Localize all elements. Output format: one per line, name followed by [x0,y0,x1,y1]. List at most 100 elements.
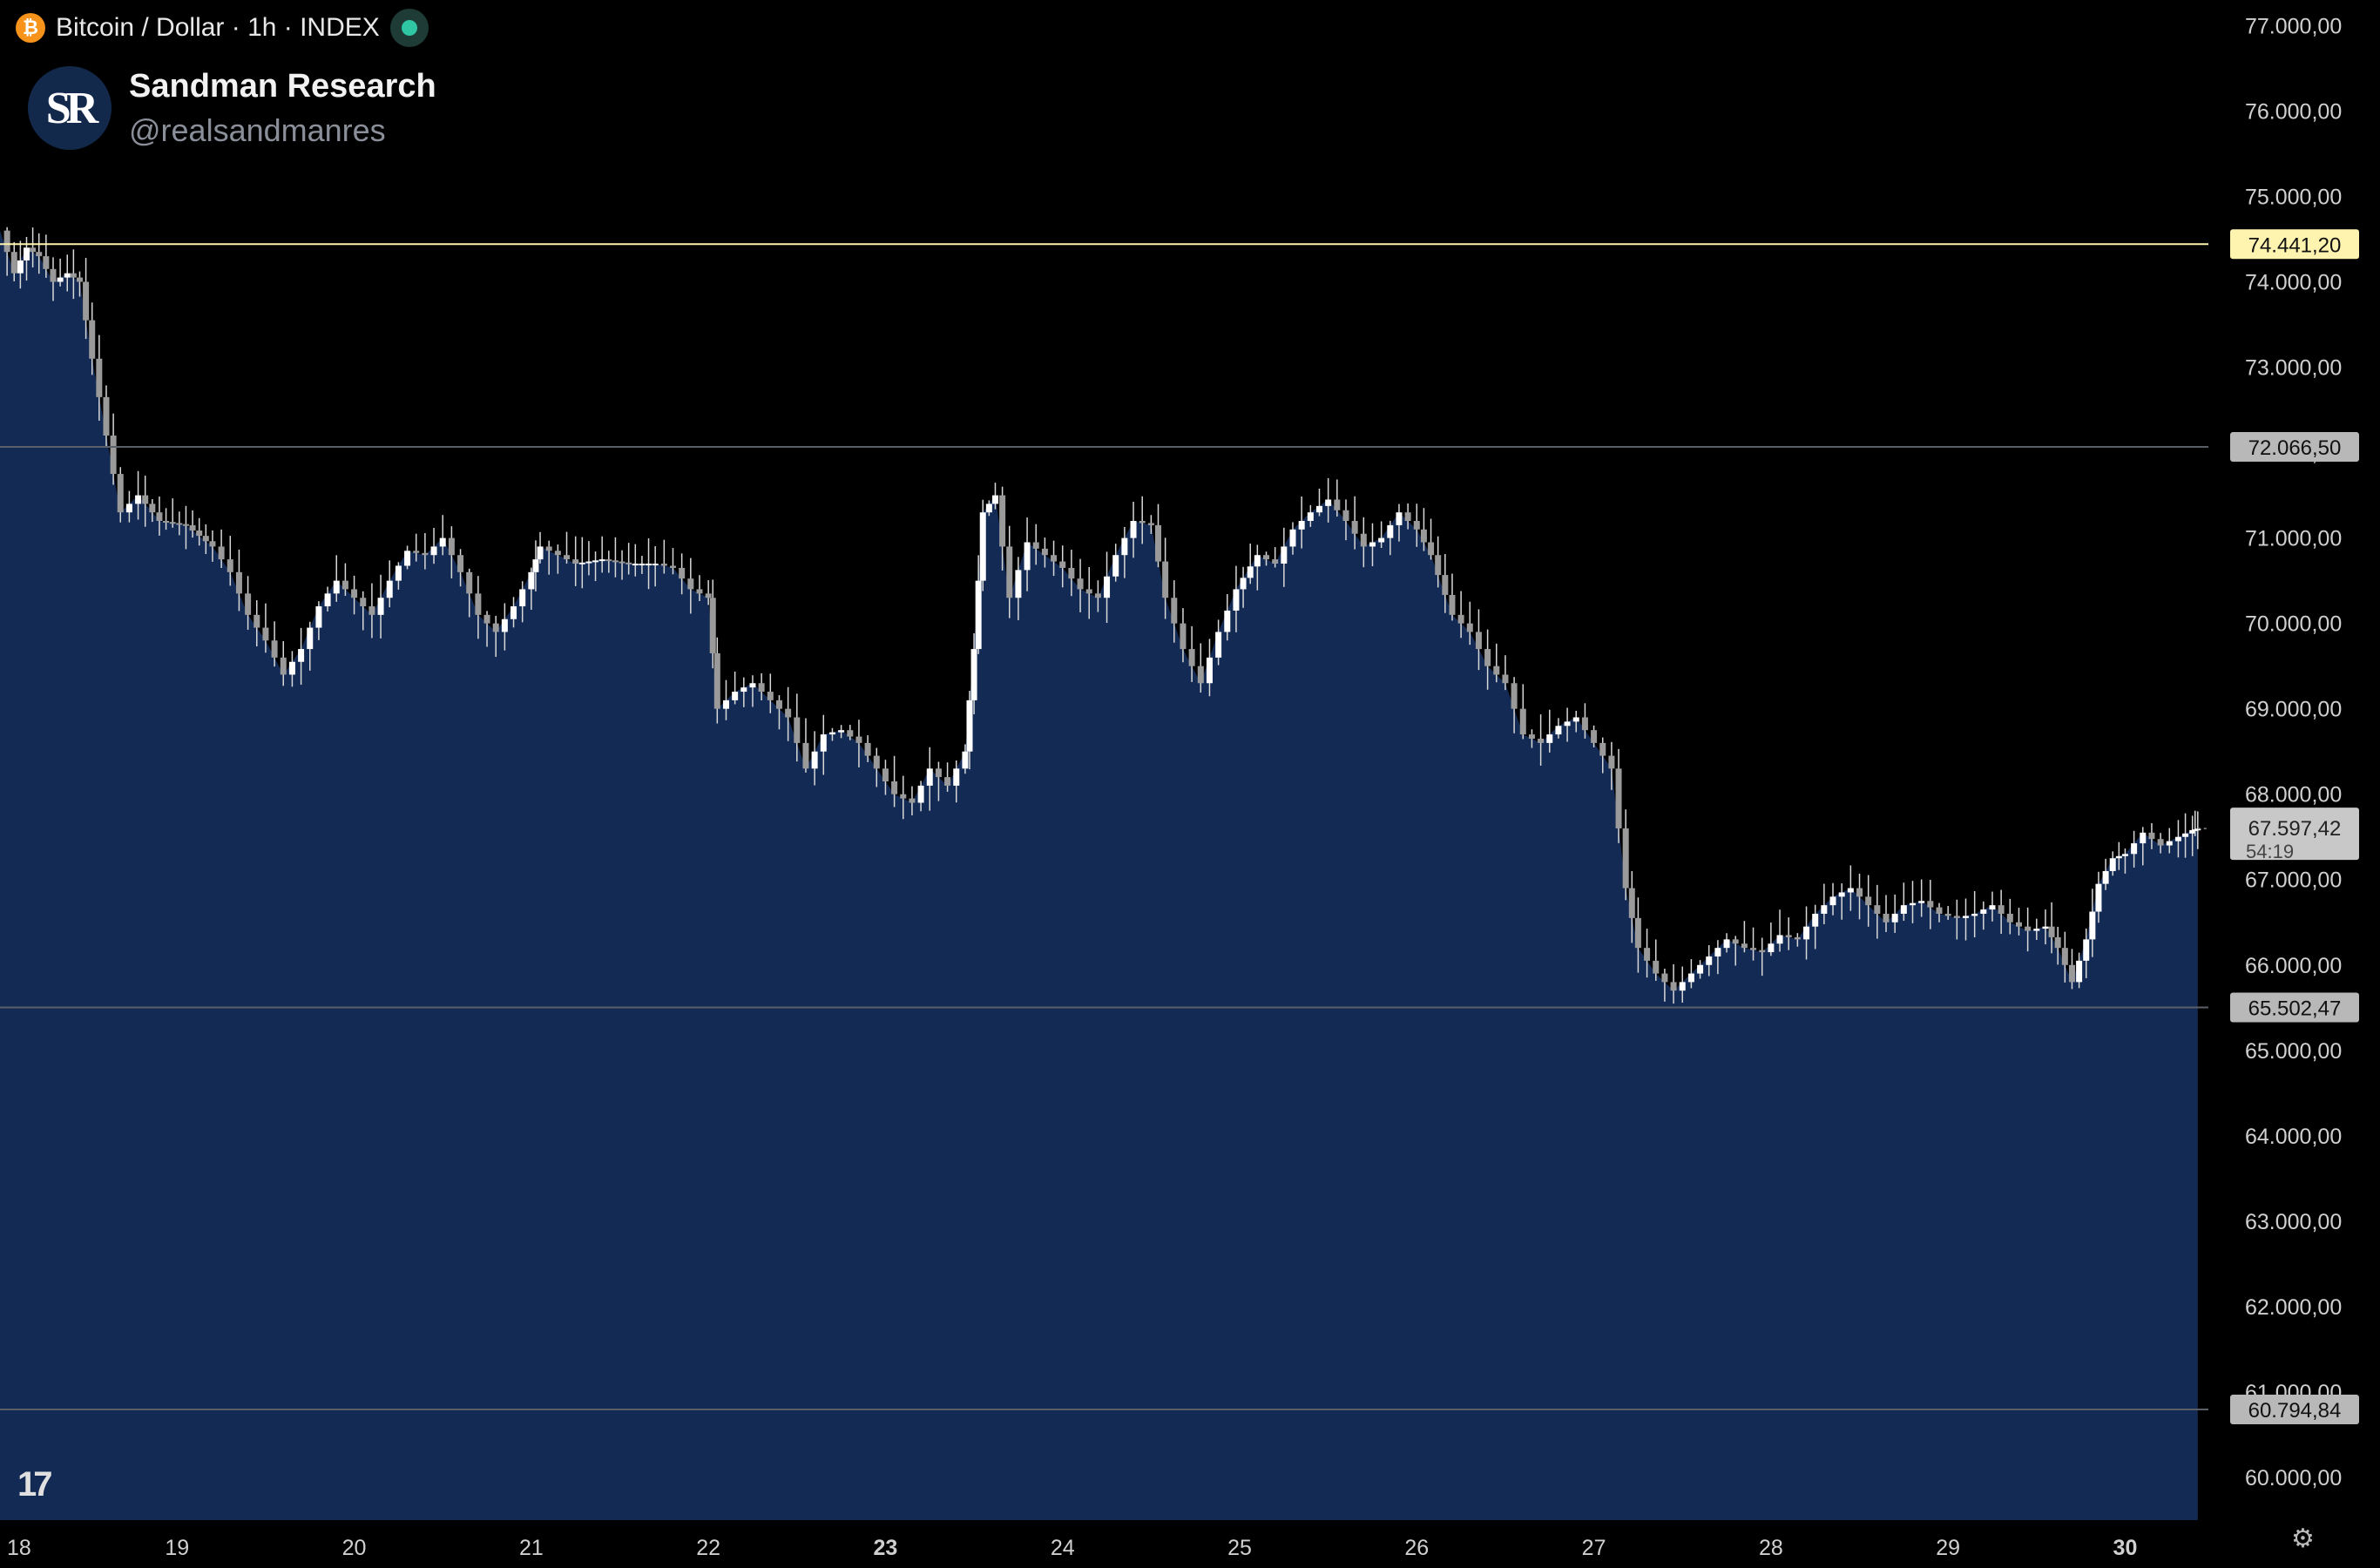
gear-icon[interactable]: ⚙ [2291,1524,2315,1553]
candle-body [1555,726,1562,735]
candle-body [2121,854,2128,856]
candle-body [537,546,544,560]
candle-body [1572,717,1579,722]
candle-body [307,627,314,650]
candle-body [2131,843,2138,855]
candle-body [794,717,801,743]
candle-body [2006,913,2013,923]
x-tick-label: 27 [1582,1536,1606,1560]
candle-body [1874,905,1881,914]
candle-body [2189,829,2196,834]
candle-body [117,474,124,513]
level-label-box [2230,432,2359,463]
candle-body [2048,926,2055,937]
candle-body [873,755,880,769]
level-label-box [2230,992,2359,1023]
candle-body [1670,982,1677,991]
x-tick-label: 18 [7,1536,31,1560]
candle-body [156,512,163,522]
candle-body [1197,666,1204,684]
candle-body [1051,555,1058,562]
x-tick-label: 19 [165,1536,189,1560]
candle-body [660,564,667,566]
candle-body [1927,901,1934,908]
candle-body [2061,948,2068,965]
x-tick-label: 21 [519,1536,544,1560]
symbol-header[interactable]: ₿ Bitcoin / Dollar · 1h · INDEX [16,9,429,47]
candle-body [1315,505,1322,513]
candle-body [1502,674,1509,684]
candle-body [1918,901,1925,903]
candle-body [909,798,916,803]
price-labels: 74.441,20 72.066,50 65.502,47 60.794,84 67.5… [2230,229,2359,1425]
candle-body [528,571,535,590]
candle-body [1104,576,1111,598]
candle-body [1484,649,1491,666]
candle-body [632,564,639,566]
candle-body [1112,555,1119,577]
candle-body [288,661,295,675]
candle-body [999,495,1006,547]
candle-body [333,580,340,594]
candle-body [619,561,625,564]
candle-body [1369,542,1376,547]
candle-body [189,524,196,531]
x-tick-label: 26 [1404,1536,1429,1560]
brand-handle: @realsandmanres [129,112,386,148]
brand-logo: SR [28,66,112,150]
candle-body [1581,717,1588,731]
candle-body [2068,964,2075,983]
candle-body [679,567,686,579]
candle-body [149,504,156,513]
candle-body [1360,533,1367,547]
candle-body [254,614,260,628]
candle-body [2089,911,2096,940]
time-axis[interactable]: 18 19 20 21 22 23 24 25 26 27 28 29 30 [7,1536,2137,1560]
x-tick-label: 22 [696,1536,720,1560]
candle-body [2174,836,2181,841]
candle-body [1519,708,1526,735]
y-tick-label: 70.000,00 [2245,612,2342,637]
candle-body [1564,721,1571,727]
candle-body [985,504,992,513]
candle-body [1420,529,1427,543]
candle-body [1980,909,1987,914]
level-label: 72.066,50 [2248,436,2342,460]
y-tick-label: 69.000,00 [2245,698,2342,722]
candle-body [36,252,43,257]
horizontal-levels[interactable] [0,243,2208,1411]
candle-body [1865,896,1872,906]
tradingview-logo[interactable]: 17 [17,1465,52,1504]
candle-body [271,640,278,658]
candle-body [360,598,367,607]
brand-watermark: SR Sandman Research @realsandmanres [28,66,436,150]
symbol-title[interactable]: Bitcoin / Dollar · 1h · INDEX [56,13,380,42]
candle-body [1378,537,1385,543]
bitcoin-icon: ₿ [16,13,45,43]
candle-body [422,552,429,556]
y-tick-label: 73.000,00 [2245,356,2342,381]
candle-body [802,742,809,769]
candle-body [1838,892,1845,897]
candle-body [1511,683,1518,709]
candle-body [43,256,50,269]
candle-body [64,273,71,278]
candle-body [315,606,322,628]
candle-body [430,546,437,556]
candle-body [767,692,774,700]
candle-body [492,623,499,632]
candle-body [1059,561,1066,568]
level-label-box [2230,1395,2359,1425]
candle-body [532,559,539,572]
y-tick-label: 63.000,00 [2245,1210,2342,1234]
candle-body [785,708,792,718]
candle-body [1821,905,1828,914]
y-tick-label: 62.000,00 [2245,1295,2342,1320]
candle-body [1644,948,1651,961]
candle-body [2025,926,2032,931]
candle-body [413,551,420,553]
candle-body [1900,905,1907,914]
candle-body [1971,913,1978,916]
candle-body [585,561,592,564]
